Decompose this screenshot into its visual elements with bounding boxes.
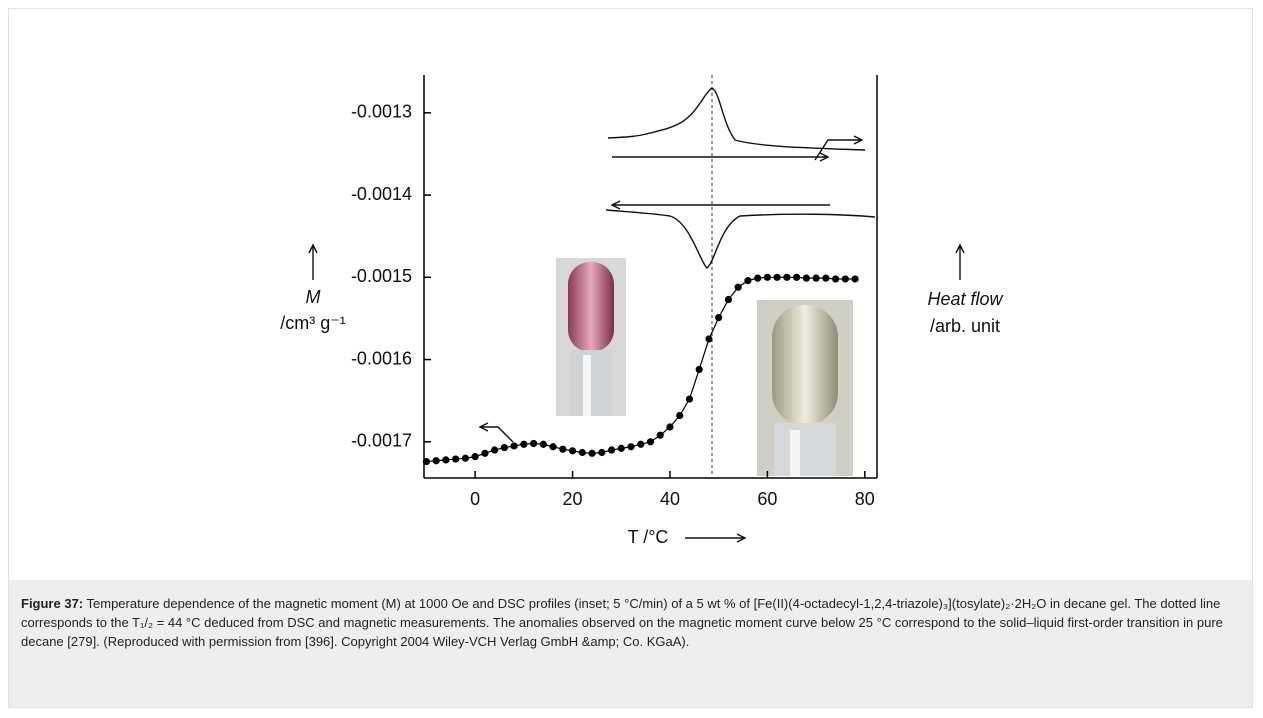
data-point: [549, 443, 557, 451]
data-point: [705, 335, 713, 343]
data-point: [520, 440, 528, 448]
data-point: [578, 448, 586, 457]
data-point: [812, 274, 820, 282]
caption-label: Figure 37:: [21, 596, 84, 611]
y-tick-label: -0.0014: [351, 184, 412, 204]
data-point: [841, 275, 849, 283]
data-point: [452, 455, 460, 463]
data-point: [802, 274, 810, 282]
data-point: [754, 274, 762, 282]
y2-label: Heat flow: [927, 289, 1003, 309]
figure-frame: [8, 8, 1253, 708]
data-point: [715, 314, 723, 322]
caption-text: Temperature dependence of the magnetic m…: [21, 596, 1223, 649]
y-tick-label: -0.0017: [351, 431, 412, 451]
dsc-curves: [308, 87, 965, 543]
data-point: [471, 453, 479, 461]
data-point: [695, 365, 703, 374]
data-point: [491, 446, 499, 454]
photo-left: [556, 258, 626, 416]
data-point: [763, 273, 772, 281]
data-point: [685, 395, 694, 403]
x-tick-label: 80: [855, 489, 875, 509]
data-point: [539, 440, 547, 448]
x-tick-label: 60: [757, 489, 777, 509]
data-point: [588, 449, 596, 457]
data-point: [442, 456, 450, 464]
y-tick-label: -0.0016: [351, 348, 412, 368]
data-point: [481, 449, 489, 457]
data-point: [617, 444, 625, 452]
data-point: [783, 273, 791, 281]
data-point: [637, 440, 645, 448]
data-point: [461, 454, 470, 462]
x-label: T /°C: [628, 527, 669, 547]
data-point: [607, 446, 616, 454]
data-point: [656, 431, 664, 439]
data-point: [734, 283, 742, 291]
data-point: [724, 295, 733, 304]
data-point: [598, 448, 606, 457]
data-point: [510, 442, 518, 450]
data-point: [627, 443, 635, 451]
data-point: [432, 457, 440, 465]
data-point: [793, 273, 801, 281]
data-point: [831, 275, 840, 283]
data-point: [529, 439, 538, 448]
photo-right: [757, 300, 853, 476]
y-tick-label: -0.0013: [351, 102, 412, 122]
chart: M /cm³ g⁻¹ Heat flow /arb. unit T /°C -0…: [280, 75, 1004, 547]
data-point: [646, 438, 655, 446]
y-tick-label: -0.0015: [351, 266, 412, 286]
data-point: [744, 277, 752, 285]
x-tick-label: 20: [563, 489, 583, 509]
data-point: [851, 275, 859, 283]
data-point: [500, 443, 508, 452]
data-point: [422, 457, 431, 466]
y2-label-unit: /arb. unit: [930, 316, 1000, 336]
data-point: [773, 273, 781, 281]
data-point: [568, 447, 577, 455]
x-tick-label: 40: [660, 489, 680, 509]
y-label-unit: /cm³ g⁻¹: [280, 313, 346, 333]
data-point: [666, 423, 674, 431]
x-tick-label: 0: [470, 489, 480, 509]
data-point: [559, 445, 567, 453]
y-label: M: [306, 287, 321, 307]
caption: Figure 37: Temperature dependence of the…: [9, 580, 1252, 707]
data-point: [822, 274, 830, 282]
data-point: [676, 411, 684, 420]
